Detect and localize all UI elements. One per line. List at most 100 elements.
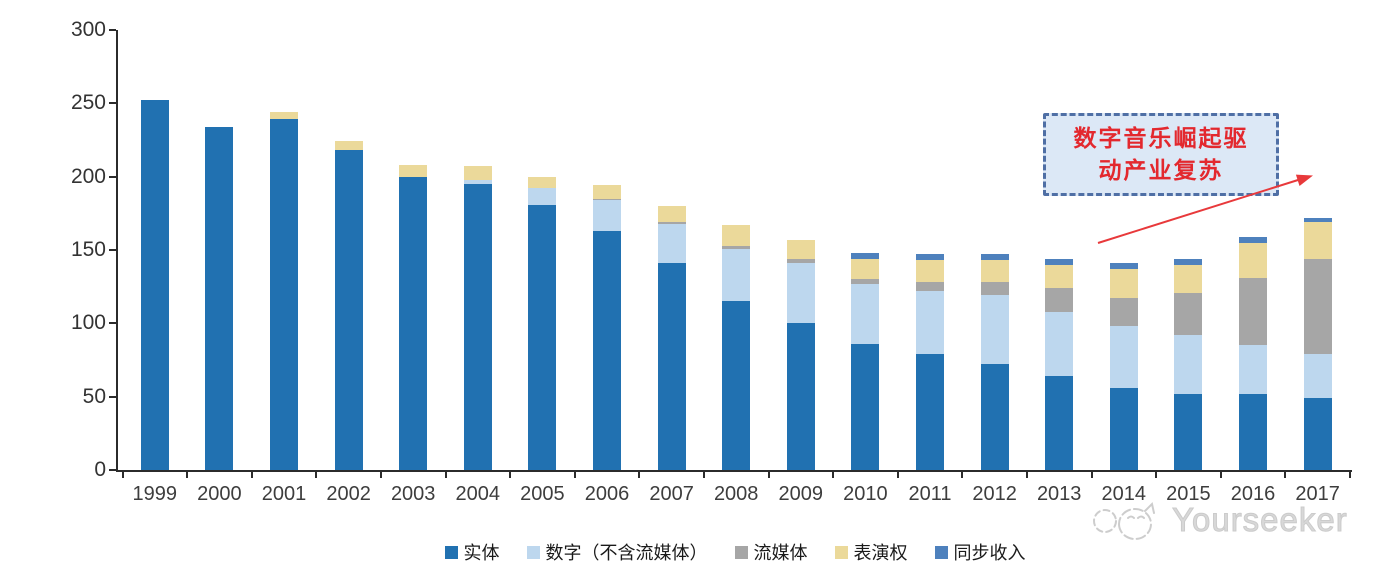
bar-segment (1239, 393, 1267, 470)
x-tick (379, 472, 382, 478)
bar-segment (1045, 264, 1074, 289)
x-tick (250, 472, 253, 478)
annotation-text-line1: 数字音乐崛起驱 (1073, 125, 1249, 151)
bar-segment (463, 166, 492, 180)
annotation-arrow (1097, 174, 1313, 244)
bar-segment (980, 364, 1009, 470)
y-tick-label: 250 (70, 91, 106, 115)
bar-segment (1239, 277, 1267, 346)
x-axis-line (116, 470, 1352, 472)
bar-segment (205, 126, 234, 470)
bar-segment (1239, 345, 1267, 394)
legend-item: 实体 (444, 539, 500, 565)
y-tick-label: 300 (70, 18, 106, 41)
bar-segment (851, 279, 880, 284)
bar-segment (657, 222, 686, 224)
x-tick (702, 472, 705, 478)
bar-segment (722, 225, 751, 246)
x-tick-label: 2012 (972, 483, 1017, 505)
y-tick (109, 322, 116, 325)
bar-segment (334, 141, 363, 151)
bar-segment (1174, 292, 1203, 336)
x-tick-label: 2008 (713, 483, 759, 505)
legend-label: 数字（不含流媒体） (545, 543, 708, 563)
bar-segment (916, 282, 944, 292)
x-tick (1025, 472, 1028, 478)
bar-segment (1239, 242, 1267, 278)
bar-segment (1174, 258, 1203, 265)
bar-segment (1174, 393, 1203, 470)
legend-label: 实体 (463, 543, 500, 563)
bar-segment (916, 254, 944, 261)
bar-segment (1303, 354, 1332, 399)
bar-segment (851, 258, 880, 280)
legend-label: 流媒体 (753, 543, 808, 563)
bar-segment (1303, 398, 1332, 470)
bar-segment (1174, 335, 1203, 394)
x-tick (961, 472, 964, 478)
legend-item: 表演权 (834, 539, 908, 565)
bar-segment (657, 223, 686, 264)
legend-label: 表演权 (853, 543, 908, 563)
y-tick-label: 0 (94, 458, 106, 481)
x-tick-label: 2017 (1295, 483, 1340, 505)
x-tick (1155, 472, 1158, 478)
y-tick (109, 469, 116, 471)
bar-segment (1239, 236, 1267, 243)
bar-segment (1109, 263, 1138, 270)
y-tick-label: 50 (82, 384, 106, 408)
x-tick-label: 2002 (326, 483, 371, 505)
legend-swatch (526, 545, 540, 559)
bar-segment (851, 283, 880, 344)
bar-segment (1045, 288, 1074, 312)
x-tick-label: 2013 (1036, 483, 1082, 505)
x-tick (767, 472, 770, 478)
x-tick-label: 1999 (132, 483, 178, 505)
bar-segment (722, 245, 751, 249)
bar-segment (140, 100, 169, 470)
bar-segment (786, 263, 815, 324)
x-tick-label: 2007 (649, 483, 694, 505)
x-tick (1219, 472, 1222, 478)
annotation-text-line2: 动产业复苏 (1098, 157, 1224, 183)
bar-segment (593, 230, 621, 470)
bar-segment (463, 179, 492, 184)
bar-segment (916, 260, 944, 283)
y-tick (109, 102, 116, 105)
bar-segment (528, 176, 557, 189)
y-tick-label: 150 (70, 238, 106, 261)
bar-segment (593, 185, 621, 199)
chart-legend: 实体 数字（不含流媒体） 流媒体 表演权 同步收入 (118, 539, 1352, 565)
x-tick (444, 472, 447, 478)
x-tick-label: 2011 (908, 483, 952, 505)
bar-segment (657, 206, 686, 223)
legend-item: 流媒体 (734, 539, 808, 565)
y-tick (109, 29, 116, 31)
bar-segment (270, 112, 298, 120)
watermark-text: Yourseeker (1172, 501, 1348, 539)
bar-segment (1045, 311, 1074, 377)
legend-item: 数字（不含流媒体） (526, 539, 708, 565)
bar-segment (722, 301, 751, 470)
x-tick (832, 472, 835, 478)
x-tick-label: 2005 (520, 483, 565, 505)
x-tick (1090, 472, 1093, 478)
bar-segment (916, 291, 944, 355)
bar-segment (722, 248, 751, 302)
bar-segment (1303, 217, 1332, 223)
bar-segment (1109, 326, 1138, 388)
bar-segment (980, 254, 1009, 261)
bar-segment (786, 239, 815, 259)
y-tick (109, 175, 116, 178)
legend-swatch (444, 545, 458, 559)
x-tick-label: 2009 (778, 483, 824, 505)
bar-segment (786, 323, 815, 470)
bar-segment (593, 200, 621, 231)
x-tick (1284, 472, 1287, 478)
x-tick (573, 472, 576, 478)
x-tick-label: 2001 (261, 483, 307, 505)
bar-segment (463, 184, 492, 470)
bar-segment (980, 282, 1009, 296)
bar-segment (916, 354, 944, 470)
